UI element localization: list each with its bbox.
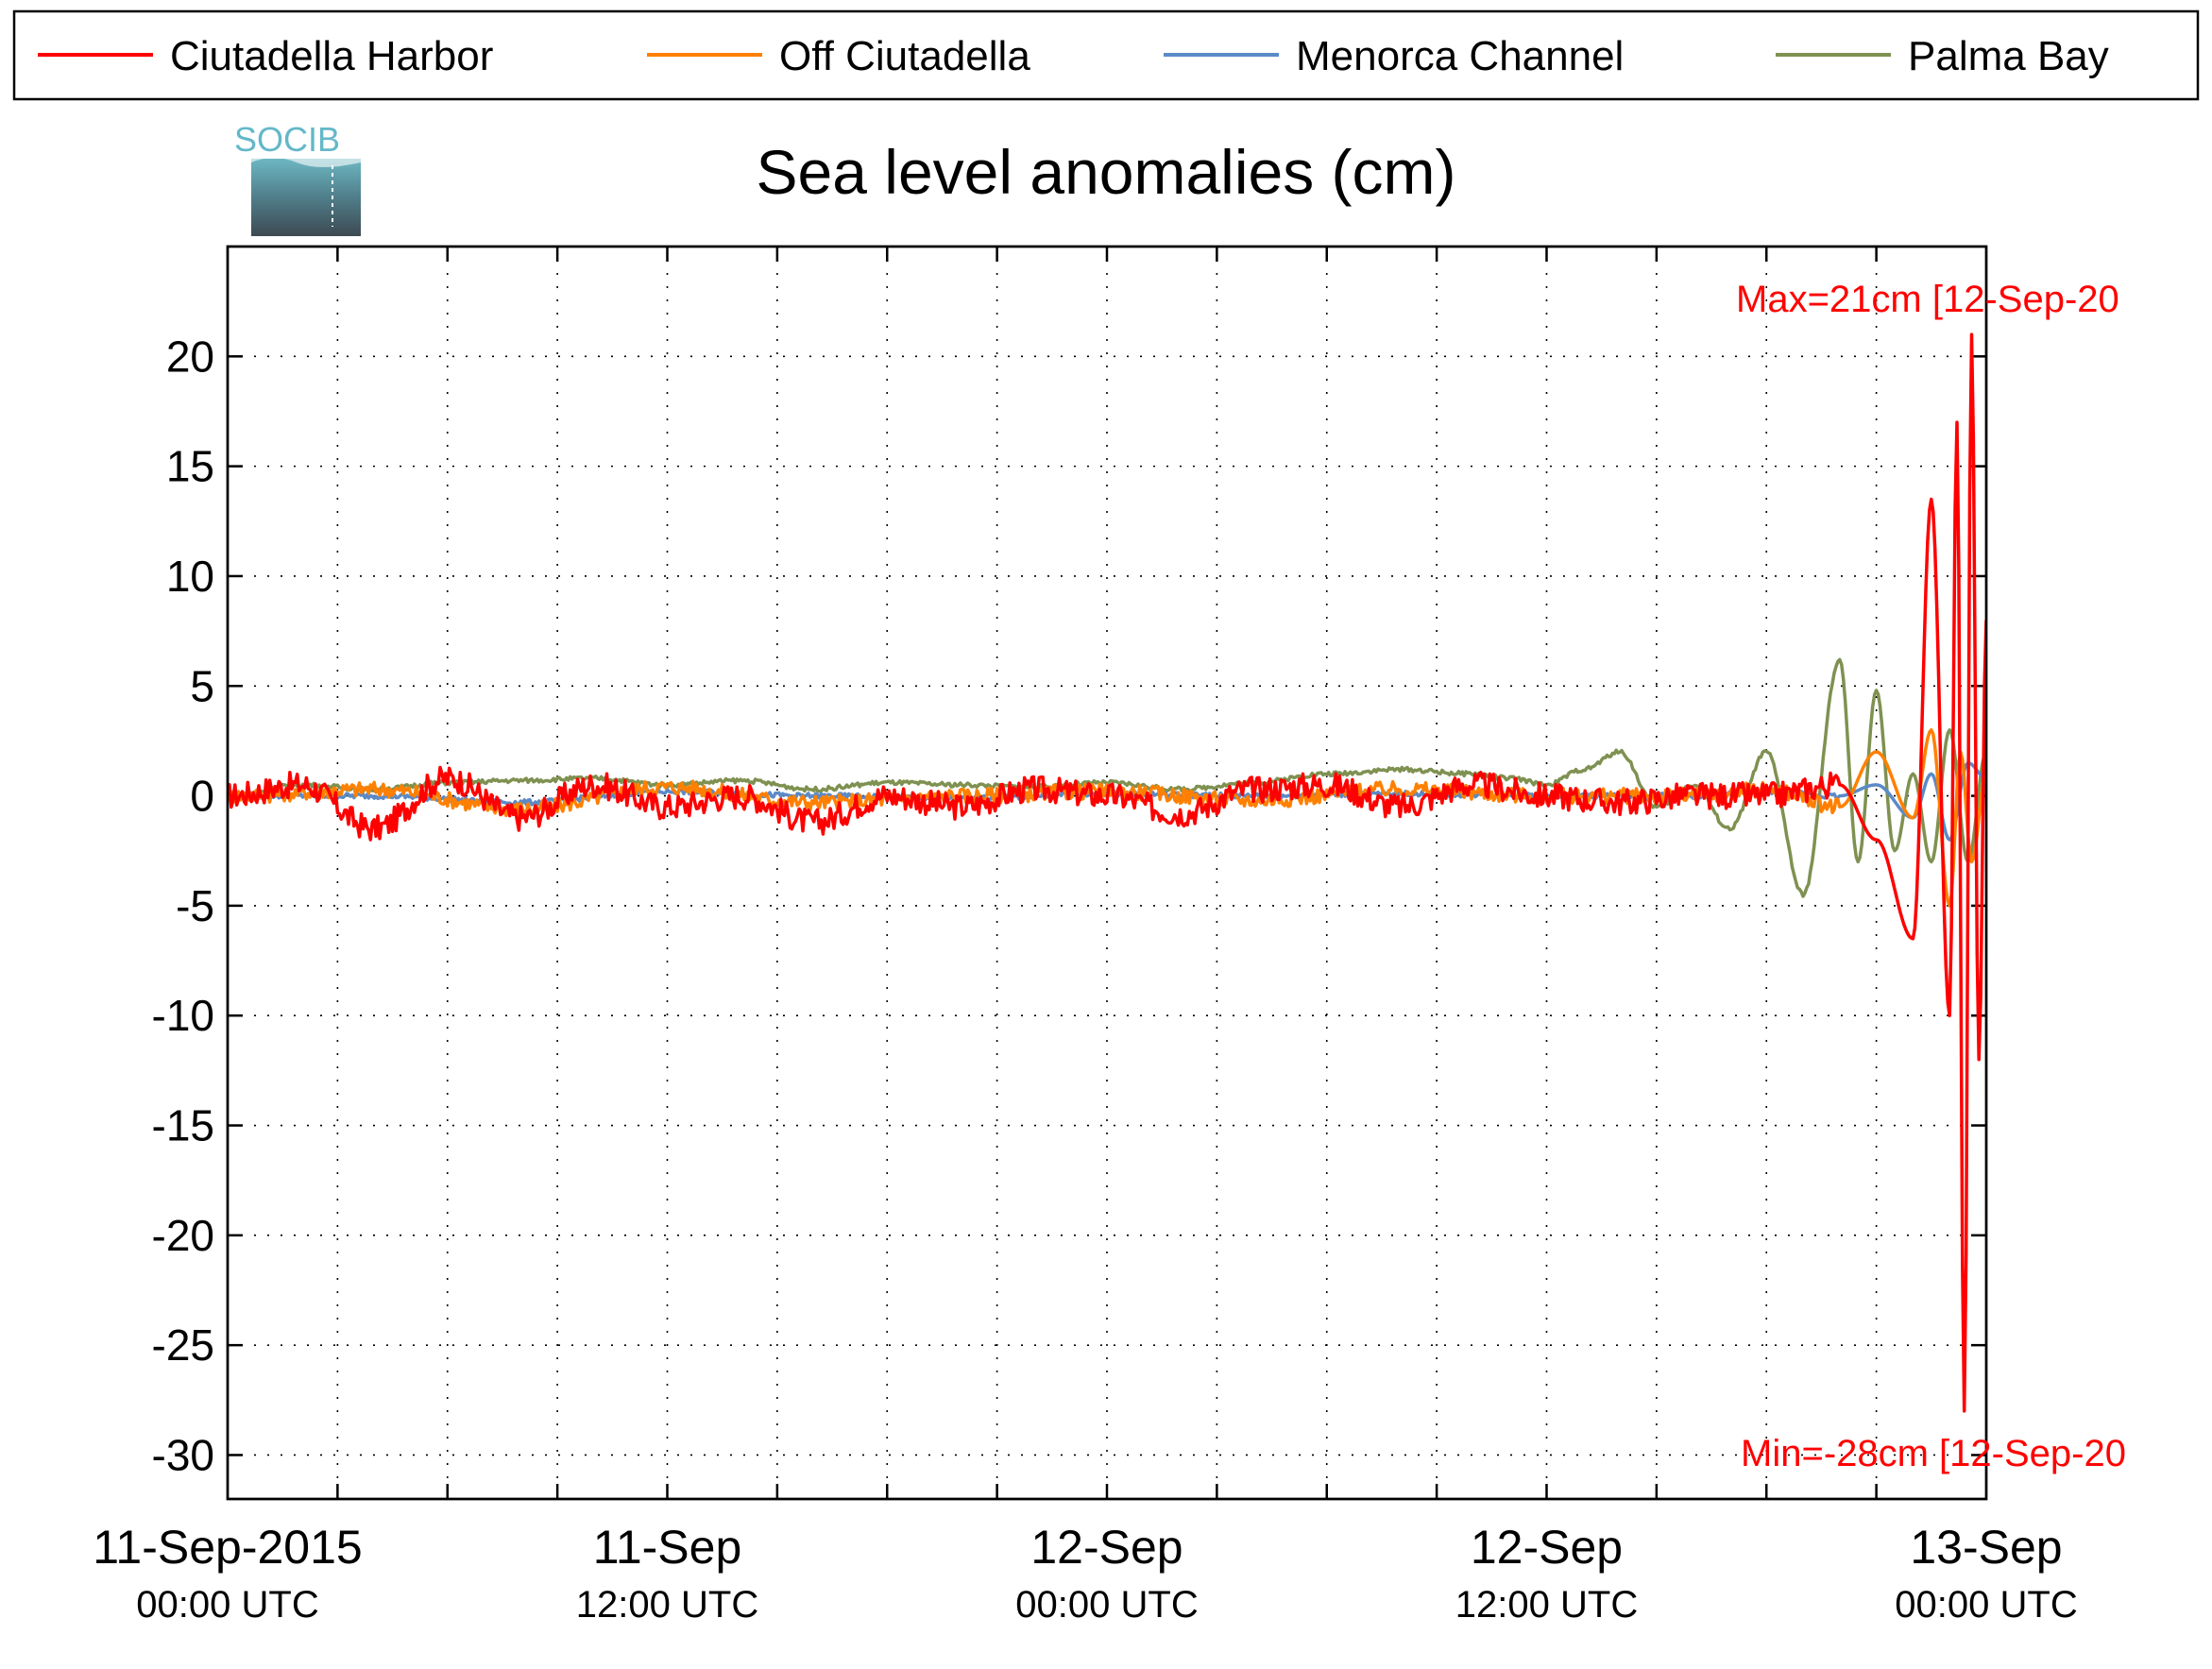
legend: Ciutadella Harbor Off Ciutadella Menorca C… — [12, 9, 2200, 101]
max-annotation: Max=21cm [12-Sep-20 — [1736, 279, 2119, 320]
legend-label: Ciutadella Harbor — [170, 33, 493, 79]
logo-text: SOCIB — [234, 120, 340, 159]
legend-label: Menorca Channel — [1296, 33, 1624, 79]
series-line — [228, 332, 1986, 1413]
plot-frame — [226, 245, 1988, 1501]
y-tick-label: -10 — [152, 991, 214, 1040]
y-tick-label: 15 — [166, 442, 214, 491]
legend-label: Off Ciutadella — [779, 33, 1030, 79]
legend-label: Palma Bay — [1908, 33, 2109, 79]
x-tick-sublabel: 00:00 UTC — [136, 1584, 318, 1626]
y-tick-label: 10 — [166, 552, 214, 601]
x-tick-label: 11-Sep — [593, 1521, 742, 1574]
y-tick-label: -15 — [152, 1101, 214, 1150]
x-tick-sublabel: 00:00 UTC — [1895, 1584, 2077, 1626]
plot-area — [226, 245, 1988, 1501]
y-tick-label: -25 — [152, 1320, 214, 1370]
x-tick-sublabel: 00:00 UTC — [1015, 1584, 1198, 1626]
chart-title: Sea level anomalies (cm) — [757, 137, 1456, 207]
x-tick-label: 13-Sep — [1910, 1521, 2062, 1574]
min-annotation: Min=-28cm [12-Sep-20 — [1741, 1433, 2126, 1474]
y-tick-label: -20 — [152, 1211, 214, 1260]
y-tick-label: 5 — [190, 661, 214, 710]
x-tick-label: 11-Sep-2015 — [93, 1521, 362, 1574]
y-tick-label: 0 — [190, 772, 214, 821]
x-tick-sublabel: 12:00 UTC — [1455, 1584, 1638, 1626]
y-tick-label: -5 — [176, 881, 214, 930]
x-tick-label: 12-Sep — [1030, 1521, 1183, 1574]
socib-logo: SOCIB — [234, 120, 361, 236]
y-tick-label: -30 — [152, 1430, 214, 1479]
y-tick-label: 20 — [166, 332, 214, 381]
x-tick-label: 12-Sep — [1471, 1521, 1623, 1574]
x-tick-sublabel: 12:00 UTC — [576, 1584, 758, 1626]
